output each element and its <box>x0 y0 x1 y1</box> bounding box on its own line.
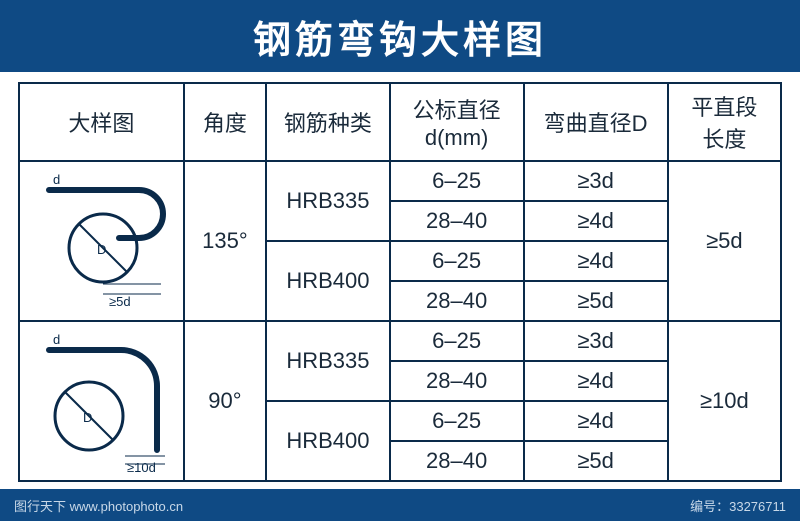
col-nominal-line1: 公标直径 d(mm) <box>413 98 501 150</box>
bend-cell: ≥3d <box>524 321 668 361</box>
bend-cell: ≥3d <box>524 161 668 201</box>
col-bend-header: 弯曲直径D <box>524 83 668 161</box>
bend-cell: ≥4d <box>524 401 668 441</box>
diagram-cell: d D ≥10d <box>19 321 184 481</box>
svg-text:D: D <box>97 242 106 257</box>
nominal-cell: 6–25 <box>390 161 524 201</box>
rebar-hook-table: 大样图 角度 钢筋种类 公标直径 d(mm) 弯曲直径D 平直段 长度 d D … <box>18 82 782 482</box>
type-cell: HRB400 <box>266 401 390 481</box>
table-header-row: 大样图 角度 钢筋种类 公标直径 d(mm) 弯曲直径D 平直段 长度 <box>19 83 781 161</box>
svg-text:≥5d: ≥5d <box>109 294 131 309</box>
angle-cell: 135° <box>184 161 266 321</box>
bend-cell: ≥4d <box>524 361 668 401</box>
type-cell: HRB335 <box>266 321 390 401</box>
nominal-cell: 6–25 <box>390 241 524 281</box>
table-row: d D ≥5d 135°HRB3356–25≥3d≥5d <box>19 161 781 201</box>
svg-text:d: d <box>53 332 60 347</box>
svg-text:≥10d: ≥10d <box>127 460 156 475</box>
svg-text:D: D <box>83 410 92 425</box>
footer-bar: 图行天下 www.photophoto.cn 编号：33276711 <box>0 489 800 521</box>
type-cell: HRB335 <box>266 161 390 241</box>
table-container: 大样图 角度 钢筋种类 公标直径 d(mm) 弯曲直径D 平直段 长度 d D … <box>0 72 800 482</box>
table-row: d D ≥10d 90°HRB3356–25≥3d≥10d <box>19 321 781 361</box>
bend-cell: ≥4d <box>524 241 668 281</box>
footer-id: 编号：33276711 <box>690 496 786 515</box>
nominal-cell: 6–25 <box>390 321 524 361</box>
length-cell: ≥10d <box>668 321 781 481</box>
page-title: 钢筋弯钩大样图 <box>253 9 547 64</box>
nominal-cell: 28–40 <box>390 361 524 401</box>
type-cell: HRB400 <box>266 241 390 321</box>
col-length-lines: 平直段 长度 <box>691 95 757 152</box>
nominal-cell: 28–40 <box>390 281 524 321</box>
title-bar: 钢筋弯钩大样图 <box>0 0 800 72</box>
col-diagram-header: 大样图 <box>19 83 184 161</box>
col-nominal-header: 公标直径 d(mm) <box>390 83 524 161</box>
length-cell: ≥5d <box>668 161 781 321</box>
nominal-cell: 6–25 <box>390 401 524 441</box>
bend-cell: ≥4d <box>524 201 668 241</box>
nominal-cell: 28–40 <box>390 441 524 481</box>
col-angle-header: 角度 <box>184 83 266 161</box>
angle-cell: 90° <box>184 321 266 481</box>
bend-cell: ≥5d <box>524 441 668 481</box>
nominal-cell: 28–40 <box>390 201 524 241</box>
svg-text:d: d <box>53 172 60 187</box>
col-length-header: 平直段 长度 <box>668 83 781 161</box>
col-type-header: 钢筋种类 <box>266 83 390 161</box>
footer-site: 图行天下 www.photophoto.cn <box>14 496 183 515</box>
diagram-cell: d D ≥5d <box>19 161 184 321</box>
bend-cell: ≥5d <box>524 281 668 321</box>
